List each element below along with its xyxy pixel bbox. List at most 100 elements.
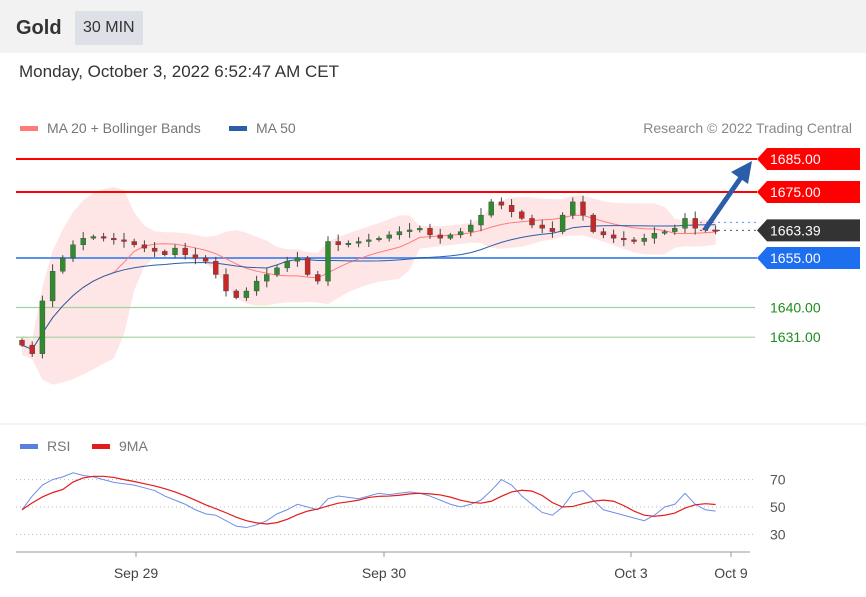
- candle: [223, 268, 229, 297]
- candle-body: [682, 218, 688, 229]
- candle: [508, 199, 515, 218]
- x-label-Sep 29: Sep 29: [114, 565, 159, 581]
- levels-layer: 1685.00 1675.00 1663.39 1655.00 1640.00 1631.…: [16, 148, 860, 345]
- candle-body: [427, 228, 433, 236]
- candle-body: [692, 218, 698, 229]
- candle-body: [19, 339, 25, 346]
- candle-body: [335, 241, 341, 245]
- candle-body: [478, 214, 484, 226]
- candle-body: [447, 234, 454, 239]
- candle: [376, 236, 382, 242]
- candle: [29, 341, 35, 357]
- candle-body: [549, 228, 556, 232]
- rsi-swatch-icon: [20, 443, 38, 449]
- candle: [172, 244, 178, 258]
- candle: [682, 213, 688, 234]
- candle: [100, 232, 107, 242]
- candle-body: [141, 244, 148, 249]
- candle: [661, 229, 668, 236]
- candle: [600, 227, 607, 239]
- candle-body: [213, 261, 219, 275]
- candle-body: [121, 239, 127, 242]
- candle-body: [661, 231, 668, 234]
- candle-body: [131, 241, 137, 245]
- candle: [641, 233, 647, 246]
- candle: [304, 256, 311, 277]
- candle: [672, 224, 678, 235]
- candle: [692, 211, 698, 235]
- x-label-Oct 3: Oct 3: [614, 565, 648, 581]
- candle-body: [488, 201, 494, 216]
- candle: [213, 256, 219, 279]
- candle-body: [355, 241, 362, 244]
- candle: [539, 219, 545, 234]
- candle: [131, 238, 137, 248]
- candle-body: [243, 290, 250, 298]
- candle: [651, 227, 658, 244]
- rsi-9ma-line: [21, 475, 716, 525]
- candle-body: [202, 257, 209, 262]
- candle-body: [590, 214, 596, 232]
- rsi-panel: 70 50 30: [16, 472, 786, 542]
- candle: [60, 255, 66, 274]
- candle-body: [304, 257, 311, 275]
- header-bar: Gold 30 MIN: [0, 0, 866, 53]
- candle-body: [366, 239, 372, 242]
- candle-body: [345, 242, 352, 245]
- candle-body: [529, 218, 535, 226]
- level-label-1685.00: 1685.00: [770, 151, 821, 167]
- candle-body: [406, 229, 413, 232]
- legend-rsi-label: RSI: [47, 438, 71, 454]
- candle: [202, 255, 209, 264]
- timeframe-button[interactable]: 30 MIN: [75, 11, 143, 45]
- candle-body: [325, 241, 331, 282]
- candle: [315, 270, 321, 285]
- candle-body: [100, 236, 107, 239]
- candle: [335, 234, 341, 252]
- level-tag-current: [757, 219, 860, 242]
- candle-body: [70, 244, 76, 259]
- candle: [610, 229, 617, 243]
- candle: [468, 219, 474, 237]
- candle-body: [610, 234, 617, 239]
- candle: [386, 231, 392, 242]
- candle: [264, 267, 270, 288]
- candle: [590, 213, 596, 234]
- candle-body: [49, 271, 56, 302]
- level-tag-resistance: [757, 148, 860, 170]
- candle-body: [468, 224, 474, 232]
- candle: [80, 232, 86, 251]
- instrument-title: Gold: [16, 17, 62, 39]
- level-label-1675.00: 1675.00: [770, 184, 821, 200]
- candle: [294, 251, 301, 267]
- candle-body: [90, 236, 97, 239]
- x-label-Sep 30: Sep 30: [362, 565, 407, 581]
- band-layer: [22, 186, 716, 385]
- candle: [529, 214, 535, 229]
- candle: [366, 233, 372, 247]
- level-label-1655.00: 1655.00: [770, 250, 821, 266]
- arrow-head-icon: [731, 161, 752, 184]
- candle-body: [519, 211, 525, 219]
- level-label-1663.39: 1663.39: [770, 222, 821, 238]
- candle: [580, 195, 586, 221]
- candle: [631, 237, 637, 245]
- candle-body: [508, 204, 515, 212]
- candle-body: [672, 228, 678, 232]
- candles-layer: [19, 195, 719, 359]
- candle: [162, 249, 168, 257]
- candle: [325, 236, 331, 286]
- moving-averages-layer: [21, 214, 716, 351]
- level-tag-pivot: [757, 247, 860, 269]
- candle-body: [192, 254, 199, 259]
- legend-rsi: RSI: [20, 438, 70, 454]
- candle-body: [457, 231, 464, 236]
- candle-body: [386, 234, 392, 239]
- x-label-Oct 9: Oct 9: [714, 565, 748, 581]
- candle-body: [162, 251, 168, 255]
- candle: [712, 225, 719, 235]
- x-axis-labels: Sep 29 Sep 30 Oct 3 Oct 9: [114, 552, 748, 581]
- candle-body: [559, 214, 566, 232]
- ma20-line: [21, 214, 716, 351]
